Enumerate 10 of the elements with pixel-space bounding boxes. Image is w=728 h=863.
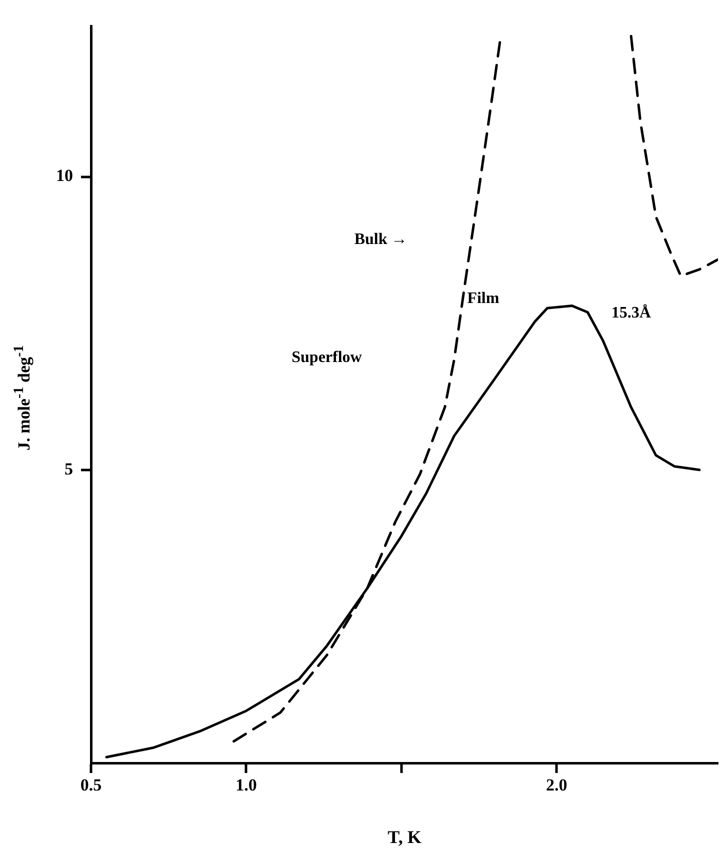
annotation: Film [467, 290, 500, 307]
x-tick-label: 1.0 [236, 776, 257, 795]
x-tick-label: 2.0 [546, 776, 568, 795]
annotation: 15.3Å [611, 304, 652, 322]
y-tick-label: 5 [64, 459, 73, 478]
annotation: Superflow [292, 348, 362, 366]
annotation: Bulk → [354, 231, 408, 248]
x-tick-label: 0.5 [80, 776, 102, 795]
y-tick-label: 10 [56, 166, 73, 186]
x-axis-title: T, K [388, 826, 422, 847]
